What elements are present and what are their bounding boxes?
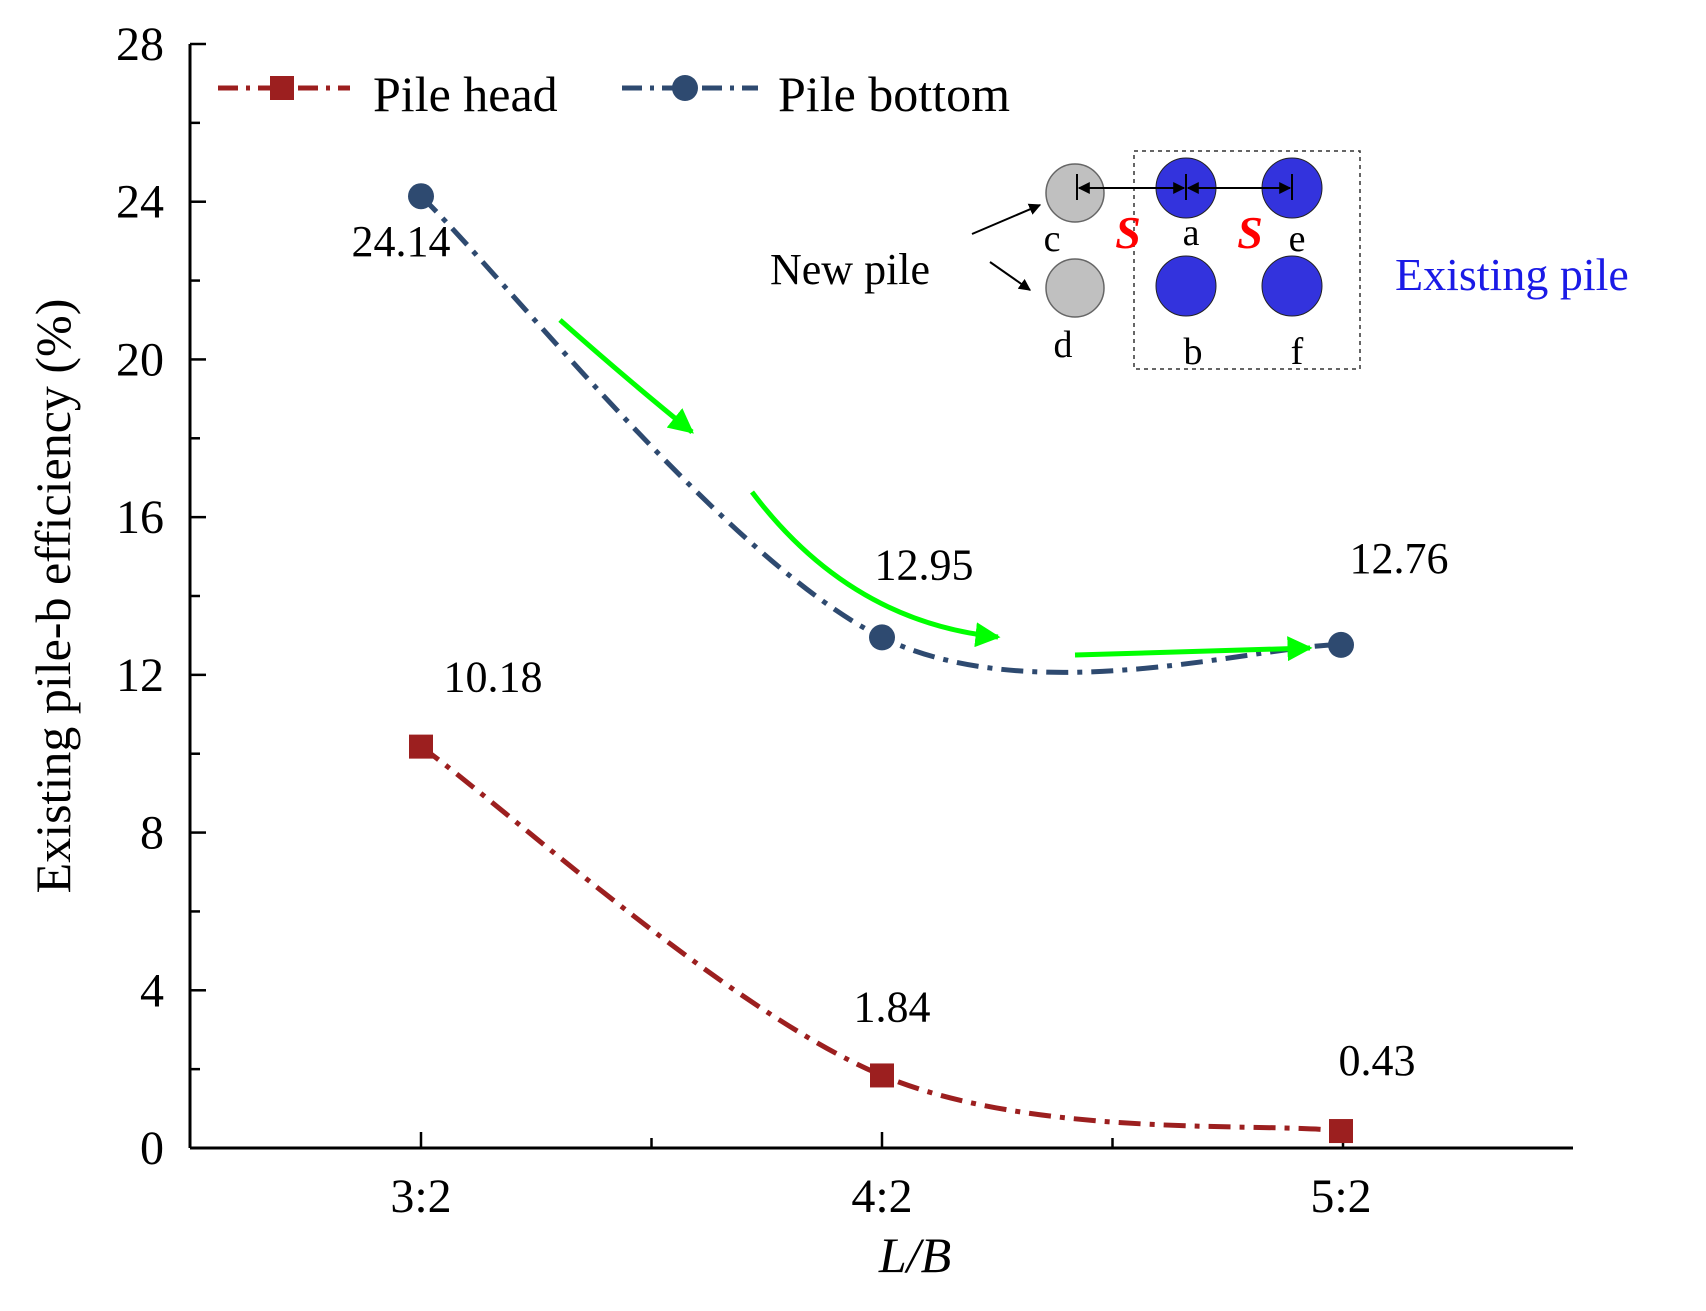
- new-pile-label: New pile: [770, 245, 930, 294]
- existing-pile-label: Existing pile: [1395, 249, 1629, 300]
- series-layer: 10.18 1.84 0.43 24.14 12.95 12.76: [352, 183, 1449, 1144]
- pile-label-b: b: [1184, 331, 1203, 373]
- data-point-pile-bottom: [1328, 631, 1354, 658]
- new-pile-d: [1045, 258, 1105, 318]
- pile-label-c: c: [1044, 218, 1061, 260]
- legend-item-pile-head: Pile head: [218, 66, 558, 122]
- pile-label-f: f: [1291, 331, 1304, 373]
- y-tick-label: 12: [116, 649, 164, 702]
- legend-label-pile-head: Pile head: [373, 66, 558, 122]
- new-pile-pointer-1: [971, 203, 1042, 235]
- legend-marker-circle: [672, 75, 698, 101]
- y-tick-label: 0: [140, 1122, 164, 1175]
- data-label-pile-head: 1.84: [854, 982, 931, 1031]
- legend-item-pile-bottom: Pile bottom: [622, 66, 1010, 122]
- data-label-pile-bottom: 12.76: [1350, 534, 1449, 583]
- legend-marker-square: [270, 76, 294, 100]
- x-axis-title: L/B: [878, 1227, 951, 1283]
- x-ticks: 3:2 4:2 5:2: [390, 1132, 1372, 1223]
- data-label-pile-head: 0.43: [1339, 1036, 1416, 1085]
- existing-pile-f: [1261, 255, 1323, 317]
- data-label-pile-bottom: 12.95: [875, 540, 974, 589]
- y-ticks: 0 4 8 12 16 20 24 28: [116, 18, 206, 1175]
- y-tick-label: 24: [116, 176, 164, 229]
- existing-pile-group-box: [1133, 150, 1361, 370]
- series-line-pile-head: [419, 744, 1342, 1134]
- series-pile-bottom: 24.14 12.95 12.76: [352, 183, 1449, 675]
- legend: Pile head Pile bottom: [218, 66, 1010, 122]
- y-tick-label: 20: [116, 333, 164, 386]
- data-point-pile-head: [409, 734, 433, 759]
- spacing-symbol-2: S: [1237, 207, 1263, 258]
- spacing-symbol-1: S: [1115, 207, 1141, 258]
- trend-arrows: [558, 318, 1313, 662]
- data-label-pile-bottom: 24.14: [352, 217, 451, 266]
- data-point-pile-bottom: [869, 624, 895, 651]
- y-tick-label: 28: [116, 18, 164, 71]
- trend-arrow-2: [750, 490, 1001, 648]
- trend-arrow-1: [558, 318, 694, 434]
- data-point-pile-head: [870, 1063, 894, 1088]
- new-pile-pointer-2: [989, 261, 1031, 291]
- y-tick-label: 8: [140, 807, 164, 860]
- y-tick-label: 4: [140, 964, 164, 1017]
- data-point-pile-bottom: [408, 183, 434, 210]
- data-point-pile-head: [1329, 1119, 1353, 1144]
- y-axis-title: Existing pile-b efficiency (%): [25, 299, 81, 894]
- legend-label-pile-bottom: Pile bottom: [778, 66, 1010, 122]
- x-tick-label: 4:2: [851, 1170, 912, 1223]
- data-label-pile-head: 10.18: [444, 653, 543, 702]
- existing-pile-b: [1155, 255, 1217, 317]
- pile-label-e: e: [1289, 218, 1306, 260]
- pile-label-a: a: [1183, 212, 1200, 254]
- new-pile-c: [1045, 163, 1105, 223]
- trend-arrow-3: [1074, 636, 1313, 662]
- x-tick-label: 5:2: [1310, 1170, 1371, 1223]
- y-tick-label: 16: [116, 491, 164, 544]
- series-pile-head: 10.18 1.84 0.43: [409, 653, 1416, 1144]
- pile-layout-diagram: S S c a e d b f New pile Existing pile: [770, 150, 1629, 373]
- pile-label-d: d: [1054, 324, 1073, 366]
- x-tick-label: 3:2: [390, 1170, 451, 1223]
